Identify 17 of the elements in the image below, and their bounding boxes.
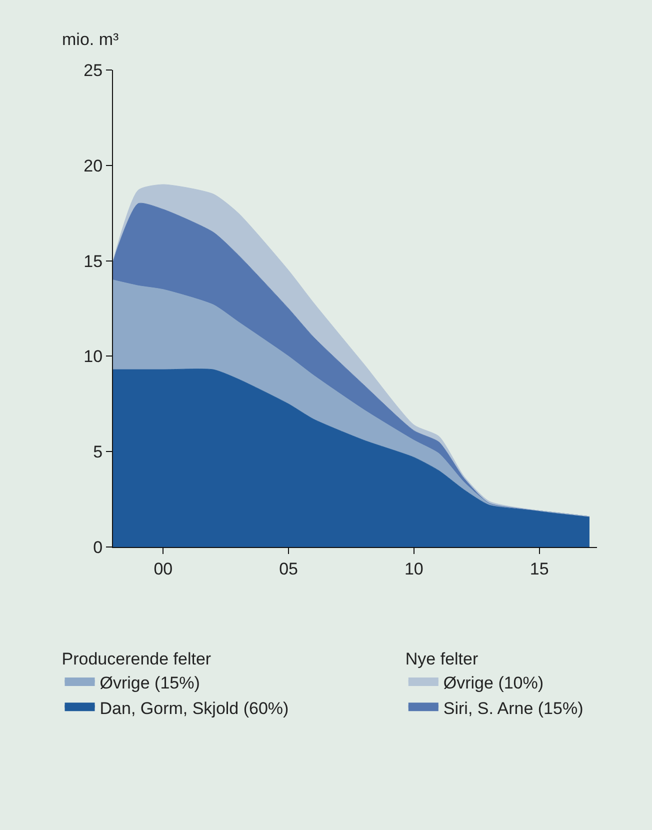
legend-label: Siri, S. Arne (15%) — [443, 698, 584, 718]
text: Producerende felter — [62, 650, 212, 668]
y-tick-label: 10 — [84, 347, 103, 366]
x-tick-label: 10 — [404, 559, 424, 578]
legend-label: Øvrige (15%) — [100, 674, 200, 693]
text: Nye felter — [405, 650, 478, 668]
y-axis-title: mio. m³ — [62, 30, 119, 49]
legend-label: Øvrige (10%) — [443, 674, 544, 693]
y-tick-label: 5 — [93, 442, 103, 462]
x-tick-label: 15 — [530, 559, 549, 578]
x-tick-label: 05 — [279, 559, 298, 578]
y-tick-label: 20 — [84, 156, 103, 176]
legend-label: Dan, Gorm, Skjold (60%) — [100, 698, 289, 718]
y-tick-label: 0 — [93, 538, 103, 557]
x-tick-label: 00 — [154, 559, 173, 578]
y-tick-label: 15 — [84, 252, 103, 271]
y-tick-label: 25 — [84, 60, 103, 80]
